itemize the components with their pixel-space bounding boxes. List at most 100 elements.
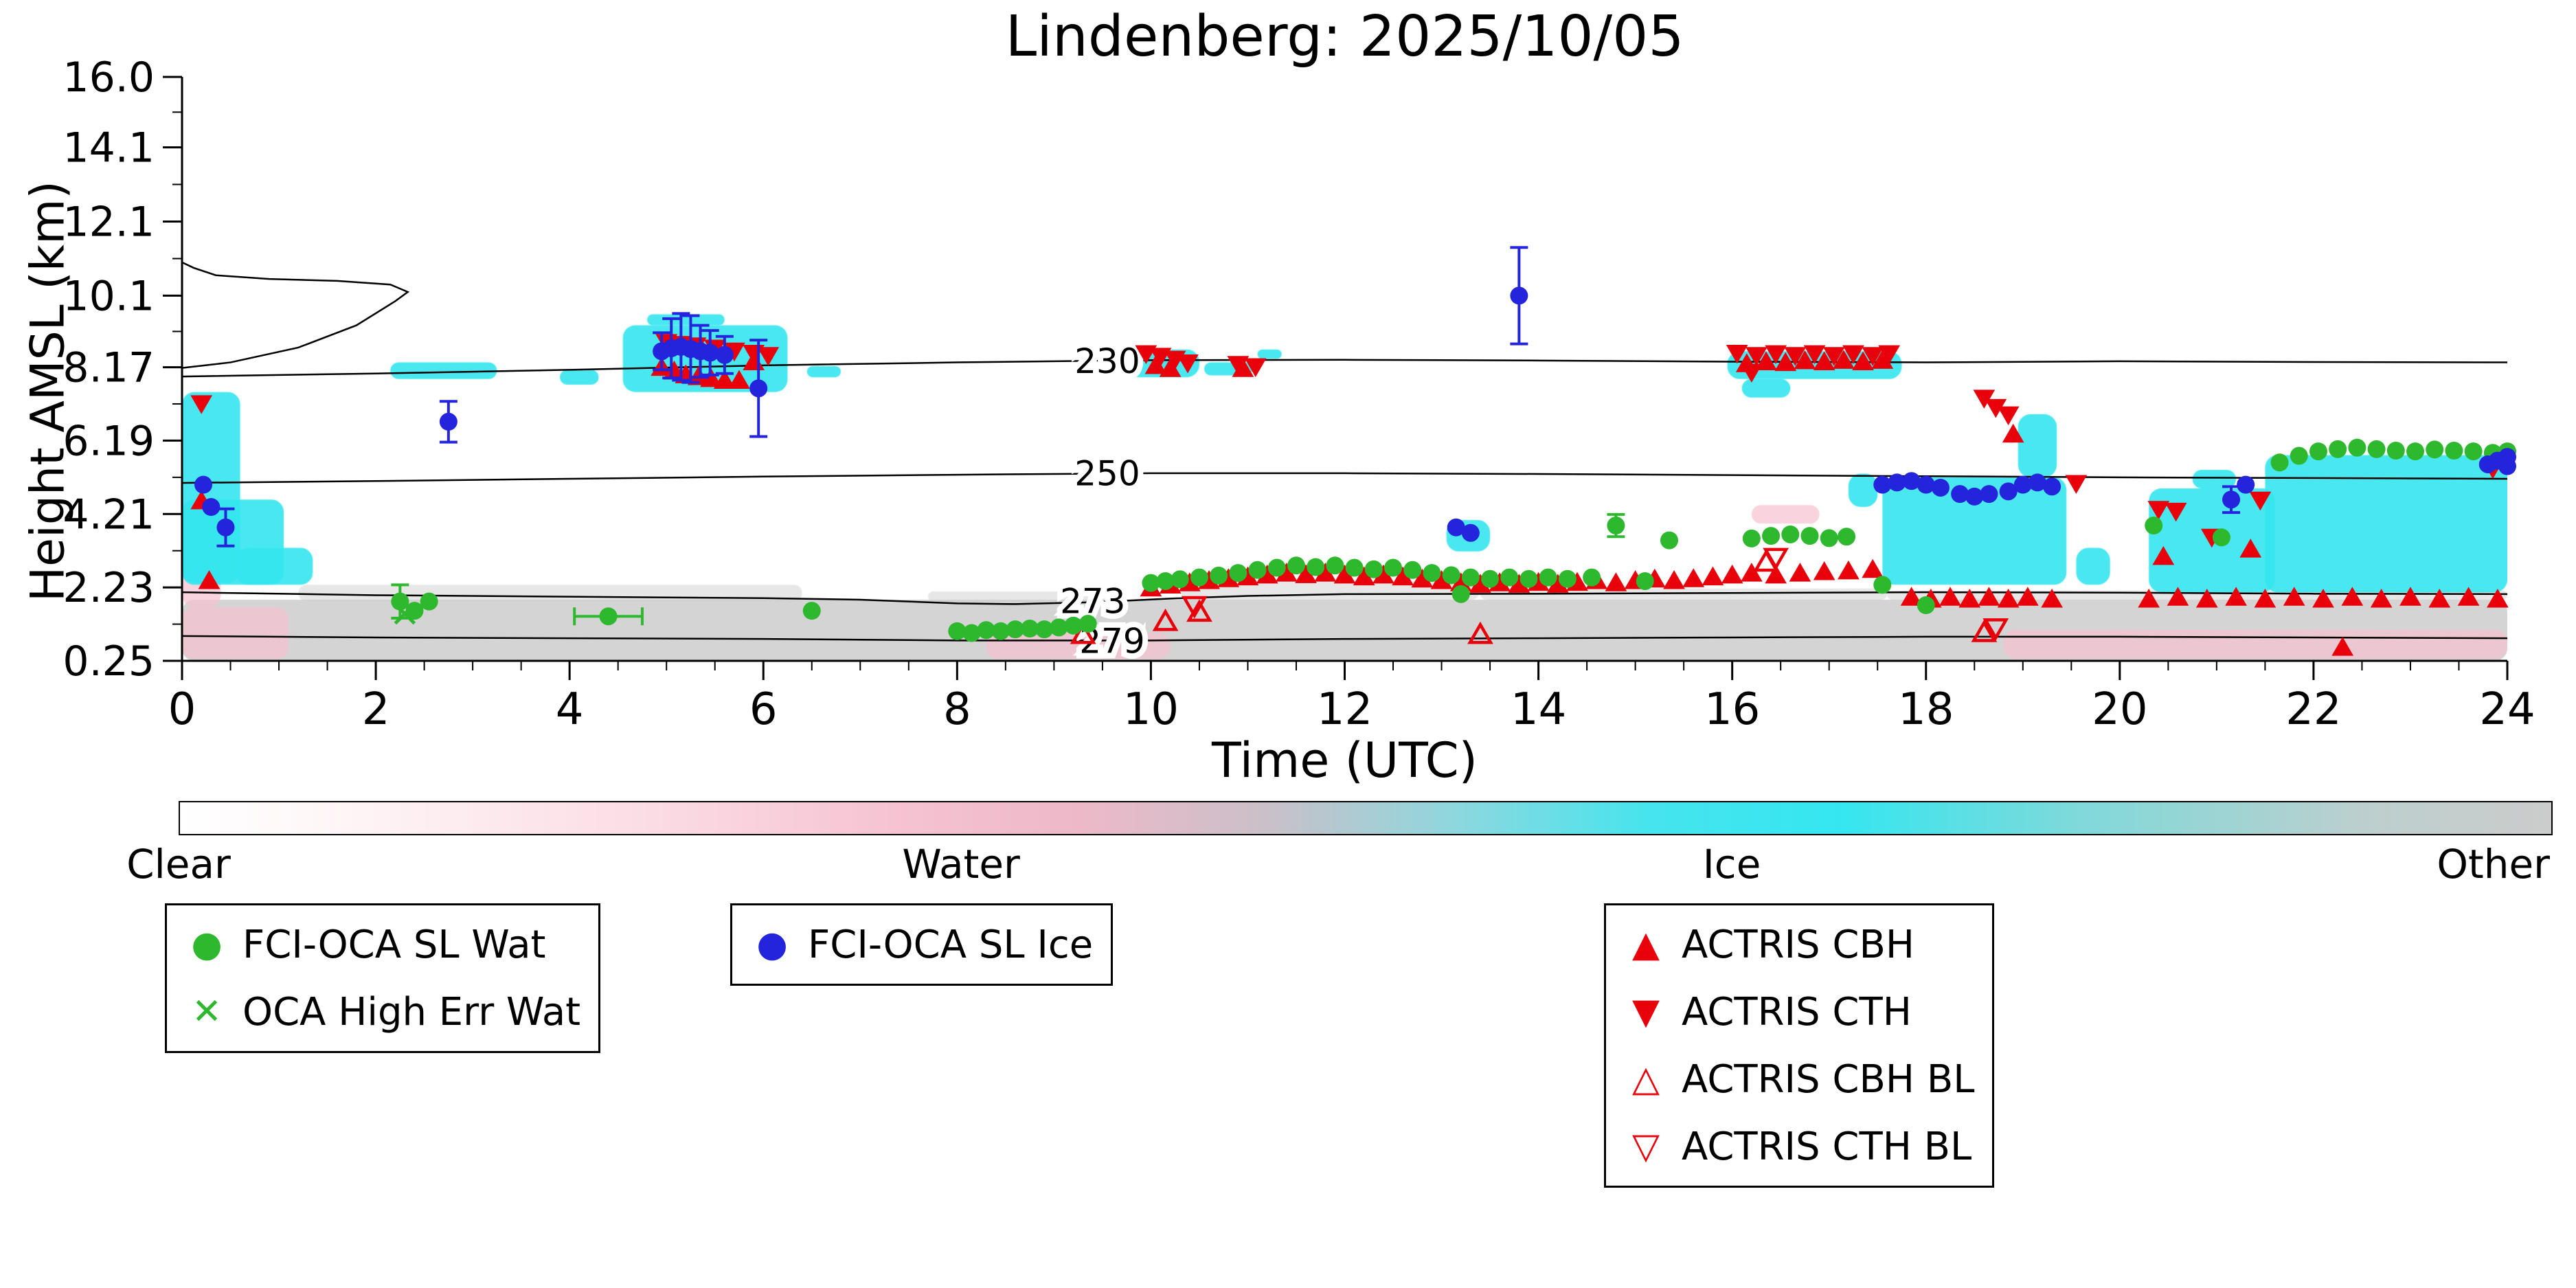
circle-marker	[1326, 556, 1344, 575]
filled-up-triangle-marker	[2041, 588, 2063, 608]
open-up-triangle-marker	[1971, 620, 1998, 642]
profile-curve	[181, 261, 410, 369]
x-tick-label: 0	[168, 684, 196, 735]
filled-up-triangle-marker	[1838, 560, 1860, 580]
circle-marker	[2145, 517, 2163, 535]
triangle-up-open-icon: △	[1632, 1059, 1660, 1100]
open-down-triangle-marker	[1181, 596, 1208, 619]
filled-down-triangle-marker	[1227, 356, 1250, 375]
chart-title: Lindenberg: 2025/10/05	[1005, 4, 1684, 69]
circle-marker	[1951, 485, 1969, 504]
circle-marker	[1481, 569, 1500, 588]
isotherm-label-250: 250	[1074, 453, 1140, 493]
filled-down-triangle-marker	[1745, 347, 1767, 366]
circle-marker	[1287, 556, 1305, 575]
x-icon: ✕	[192, 991, 222, 1032]
legend-entry: △ ACTRIS CBH BL	[1624, 1046, 1974, 1113]
circle-marker	[1461, 523, 1480, 542]
y-tick-label: 4.21	[63, 490, 155, 539]
filled-down-triangle-marker	[1726, 345, 1748, 364]
circle-marker	[1345, 558, 1364, 577]
filled-up-triangle-marker	[1997, 588, 2020, 608]
plot-area: 23025027327916.014.112.110.18.176.194.21…	[63, 54, 2535, 735]
x-tick-label: 20	[2092, 684, 2147, 735]
filled-up-triangle-marker	[1663, 569, 1685, 589]
filled-down-triangle-marker	[1784, 347, 1807, 366]
filled-up-triangle-marker	[1702, 566, 1724, 586]
circle-marker	[2013, 475, 2032, 494]
circle-marker	[948, 622, 967, 640]
x-tick-label: 22	[2285, 684, 2341, 735]
filled-up-triangle-marker	[2016, 587, 2039, 606]
filled-down-triangle-marker	[1997, 406, 2020, 426]
filled-up-triangle-marker	[2399, 587, 2421, 606]
circle-marker	[194, 475, 213, 494]
filled-down-triangle-marker	[1822, 347, 1845, 366]
filled-up-triangle-marker	[728, 370, 750, 389]
y-tick-label: 10.1	[63, 272, 155, 320]
circle-marker	[1447, 518, 1465, 536]
x-tick-label: 16	[1704, 684, 1760, 735]
circle-marker	[1064, 616, 1083, 635]
filled-up-triangle-marker	[2254, 588, 2276, 608]
circle-marker	[1607, 517, 1625, 535]
colorbar-label-water: Water	[902, 841, 1020, 888]
isotherm-label-273: 273	[1060, 582, 1125, 622]
circle-filled-icon: ●	[191, 924, 223, 965]
legend-entry: ● FCI-OCA SL Ice	[750, 911, 1093, 978]
circle-marker	[1519, 569, 1538, 588]
circle-marker	[1965, 487, 1984, 506]
x-tick-label: 4	[556, 684, 584, 735]
filled-up-triangle-marker	[1939, 587, 1961, 606]
circle-marker	[1558, 569, 1577, 588]
circle-marker	[2426, 440, 2444, 459]
y-tick-label: 0.25	[63, 637, 155, 686]
colorbar	[179, 801, 2553, 835]
circle-marker	[1888, 473, 1906, 492]
circle-marker	[2498, 448, 2516, 466]
circle-marker	[439, 412, 457, 431]
colorbar-label-clear: Clear	[126, 841, 231, 888]
circle-marker	[1442, 566, 1460, 585]
filled-up-triangle-marker	[1721, 564, 1743, 584]
x-tick-label: 10	[1123, 684, 1179, 735]
circle-marker	[1248, 561, 1267, 579]
circle-marker	[1050, 618, 1068, 637]
legend-entry-label: ACTRIS CBH	[1682, 922, 1915, 967]
circle-marker	[962, 624, 981, 642]
circle-marker	[2270, 453, 2289, 472]
circle-marker	[1510, 286, 1528, 305]
filled-up-triangle-marker	[2428, 588, 2451, 608]
filled-down-triangle-marker	[1803, 345, 1826, 365]
circle-marker	[1636, 572, 1654, 590]
colorbar-label-ice: Ice	[1702, 841, 1761, 888]
filled-up-triangle-marker	[1794, 350, 1816, 370]
filled-up-triangle-marker	[2312, 588, 2334, 608]
circle-marker	[1006, 620, 1024, 639]
open-up-triangle-marker	[1070, 621, 1096, 644]
filled-down-triangle-marker	[190, 395, 213, 414]
x-tick-label: 18	[1898, 684, 1954, 735]
circle-marker	[1021, 620, 1039, 638]
legend-entry: ✕ OCA High Err Wat	[185, 978, 580, 1046]
open-down-triangle-marker	[1982, 618, 2009, 641]
legend-entry: ▲ ACTRIS CBH	[1624, 911, 1974, 978]
circle-marker	[715, 346, 734, 364]
triangle-down-open-icon: ▽	[1632, 1126, 1660, 1167]
filled-down-triangle-marker	[2147, 501, 2170, 520]
circle-filled-icon: ●	[756, 924, 788, 965]
filled-down-triangle-marker	[757, 347, 780, 366]
circle-marker	[701, 343, 719, 362]
filled-up-triangle-marker	[2370, 588, 2393, 608]
circle-marker	[1902, 472, 1921, 490]
circle-marker	[599, 607, 618, 626]
circle-marker	[977, 621, 995, 640]
x-tick-label: 8	[943, 684, 971, 735]
open-up-triangle-marker	[1186, 599, 1212, 622]
circle-marker	[1873, 576, 1892, 594]
filled-up-triangle-marker	[2002, 423, 2024, 443]
circle-marker	[1931, 478, 1950, 497]
circle-marker	[1364, 560, 1383, 578]
circle-marker	[1500, 568, 1519, 587]
filled-up-triangle-marker	[2225, 587, 2247, 606]
